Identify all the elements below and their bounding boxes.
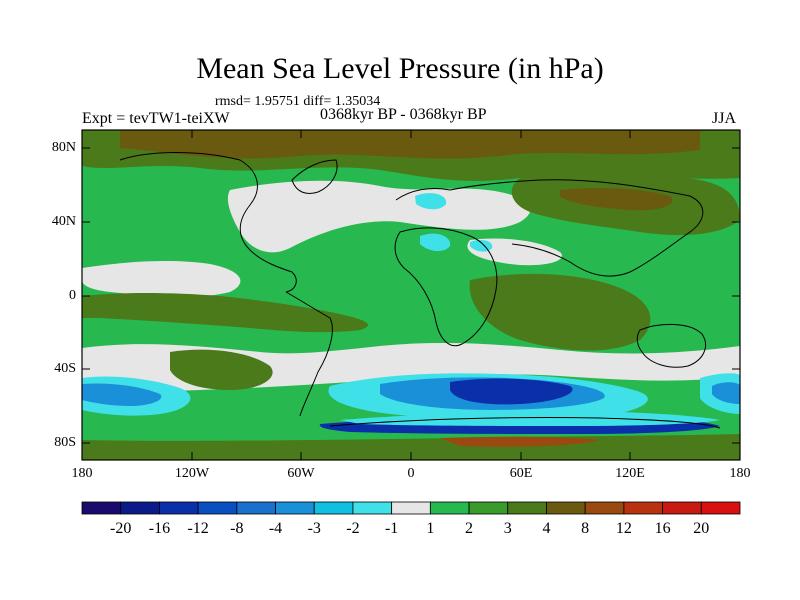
map-title: Mean Sea Level Pressure (in hPa) <box>196 52 604 85</box>
colorbar-swatch <box>662 501 702 515</box>
colorbar-label: -8 <box>230 520 244 537</box>
colorbar-label: 1 <box>426 520 435 537</box>
colorbar-swatch <box>468 501 509 515</box>
colorbar-swatch <box>429 501 470 515</box>
colorbar-swatch <box>313 501 354 515</box>
lat-label-80s: 80S <box>54 435 76 450</box>
lat-label-eq: 0 <box>69 288 76 303</box>
colorbar-swatch <box>236 501 276 515</box>
colorbar-label: 8 <box>581 520 590 537</box>
pressure-field <box>82 130 740 460</box>
colorbar-swatch <box>197 501 238 515</box>
lat-label-40s: 40S <box>54 361 76 376</box>
colorbar-swatch <box>546 501 586 515</box>
lon-label-180w: 180 <box>71 466 93 481</box>
colorbar-label: -16 <box>148 520 171 537</box>
colorbar-label: -3 <box>307 520 321 537</box>
lat-label-80n: 80N <box>51 140 76 155</box>
colorbar-swatch <box>275 501 315 515</box>
colorbar <box>81 501 741 515</box>
colorbar-swatch <box>623 501 663 515</box>
colorbar-swatch <box>507 501 547 515</box>
colorbar-label: 12 <box>615 520 632 537</box>
colorbar-label: -4 <box>268 520 283 537</box>
colorbar-label: -12 <box>187 520 209 537</box>
colorbar-swatch <box>352 501 393 515</box>
lon-label-60w: 60W <box>287 466 315 481</box>
colorbar-label: -20 <box>110 520 132 537</box>
stats-text: rmsd= 1.95751 diff= 1.35034 <box>215 94 381 109</box>
colorbar-label: 16 <box>654 520 671 537</box>
colorbar-label: 2 <box>465 520 474 537</box>
colorbar-label: -2 <box>346 520 360 537</box>
lon-label-180e: 180 <box>729 466 751 481</box>
colorbar-swatch <box>120 501 160 515</box>
lon-label-0: 0 <box>407 466 415 481</box>
colorbar-label: 20 <box>693 520 710 537</box>
colorbar-label: -1 <box>384 520 399 537</box>
lat-label-40n: 40N <box>51 214 76 229</box>
colorbar-swatch <box>81 501 122 515</box>
lon-label-120e: 120E <box>615 466 645 481</box>
experiment-label: Expt = tevTW1-teiXW <box>82 110 230 127</box>
period-label: 0368kyr BP - 0368kyr BP <box>320 106 487 123</box>
axis-ticks <box>81 130 741 460</box>
colorbar-swatch <box>391 501 431 515</box>
season-label: JJA <box>712 110 737 127</box>
colorbar-label: 3 <box>503 520 512 537</box>
lon-label-120w: 120W <box>174 466 210 481</box>
lon-label-60e: 60E <box>509 466 533 481</box>
colorbar-swatch <box>159 501 199 515</box>
colorbar-swatch <box>700 501 741 515</box>
colorbar-swatch <box>584 501 625 515</box>
coastlines <box>119 152 721 429</box>
colorbar-label: 4 <box>542 520 551 537</box>
